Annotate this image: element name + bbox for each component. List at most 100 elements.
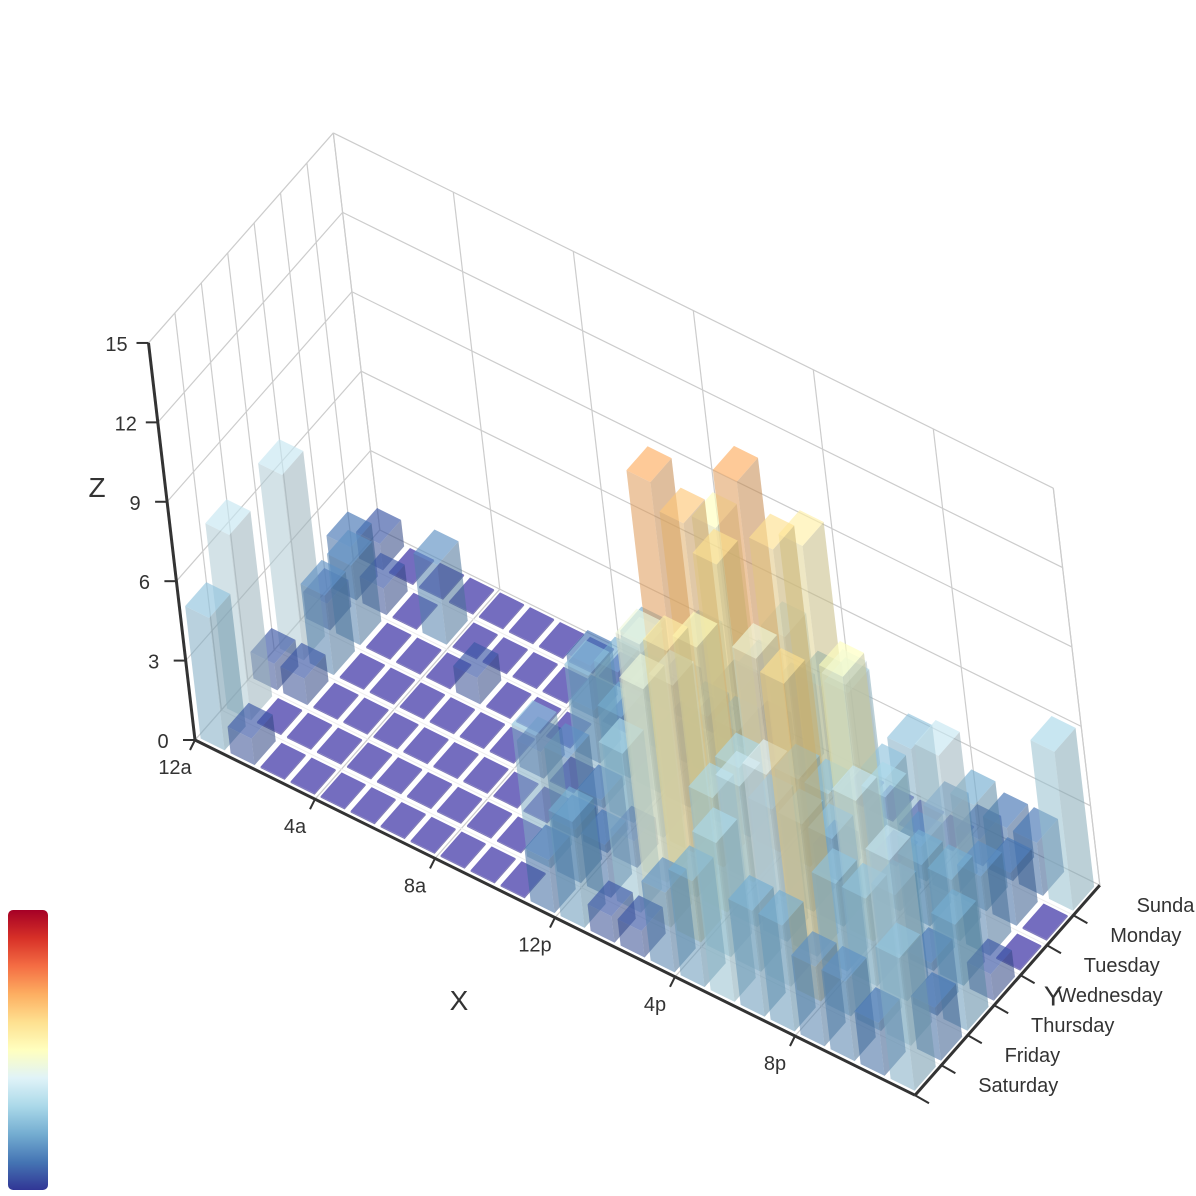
z-tick-label: 12 [115,413,137,435]
x-tick [669,976,676,988]
bar-side-face [1020,945,1042,971]
bar-top-face [459,711,505,748]
grid-line [1052,488,1101,886]
bar-top-face [791,931,837,967]
bar-top-face [659,487,705,524]
bar-front-face [791,955,825,1047]
grid-line [572,251,621,649]
bar-front-face [548,810,585,928]
y-tick-label: Sunda [1137,895,1196,917]
grid-line [227,252,275,651]
bar-top-face [811,848,857,884]
bar-front-face [466,825,492,839]
bar-front-face [617,919,645,958]
bar-front-face [280,666,308,706]
bar-top-face [1030,716,1076,752]
bar-side-face [457,753,479,780]
bar-front-face [1030,740,1074,911]
bar-top-face [538,621,585,658]
bar-front-face [486,705,511,720]
bar-side-face [397,724,419,750]
bar-side-face [1054,727,1095,911]
bar-side-face [400,768,423,795]
bar-side-face [390,634,412,660]
bar-front-face [343,721,368,735]
grid-line [148,132,334,344]
bar-front-face [538,645,564,660]
bar-front-face [380,825,405,840]
bar-top-face [326,511,372,548]
bar-front-face [759,672,822,1002]
grid-line [351,291,1073,648]
bar-top-face [927,844,973,881]
bar-top-face [413,529,459,566]
bar-side-face [280,709,303,736]
bar-top-face [343,697,389,734]
bar-top-face [369,667,415,704]
bar-front-face [392,616,417,630]
bar-side-face [460,798,483,824]
bar-front-face [758,913,795,1032]
bar-front-face [512,675,537,690]
bar-front-face [350,811,375,825]
bar-top-face [286,712,333,749]
bar-top-face [260,742,306,779]
bar-front-face [373,736,398,750]
bar-top-face [749,513,795,550]
bar-side-face [1010,848,1038,926]
x-tick-label: 12a [158,757,192,779]
bar-top-face [280,642,326,679]
axis-labels: 0 3 6 9 12 15 12a 4a 8a 12p 4p 8p Saturday Friday Thur… [89,334,1196,1097]
y-tick [967,1034,983,1045]
bar-top-face [486,681,532,718]
visual-map-colorbar[interactable] [8,910,48,1190]
bar-side-face [472,589,495,615]
bar-side-face [510,693,532,720]
bar-top-face [508,607,555,643]
bar-top-face [821,945,867,982]
y-tick [993,1004,1009,1015]
bar-top-face [875,922,921,959]
bar-top-face [373,712,419,749]
bar-top-face [931,889,977,925]
bar-top-face [410,816,456,853]
bar-side-face [536,663,558,690]
bar-front-face [692,831,735,1002]
z-tick-label: 3 [148,652,159,674]
bar-side-face [464,843,486,869]
x-tick-label: 8a [404,875,427,897]
bar-side-face [350,541,382,646]
bar-front-face [339,676,364,690]
bar-side-face [304,654,329,706]
bar-front-face [542,690,567,704]
bar-front-face [854,1011,885,1076]
bar-top-face [290,757,336,794]
bar-top-face [564,640,610,676]
y-tick [914,1094,930,1105]
bar-top-face [326,529,373,566]
bar-front-face [313,706,338,720]
bar-side-face [955,900,989,1031]
bar-side-face [532,618,555,645]
bar-front-face [369,691,394,705]
grid-line [333,132,1054,489]
bar-top-face [692,807,738,844]
bar-front-face [426,676,451,690]
bar-top-face [453,642,499,678]
bar-front-face [227,726,255,766]
bar-top-face [313,682,359,719]
bar-top-face [914,719,960,756]
bar-top-face [728,875,774,911]
bar-top-face [831,765,877,802]
y-tick-label: Friday [1005,1045,1061,1067]
bar-front-face [320,796,345,810]
bar-top-face [731,623,778,659]
bar-front-face [433,765,458,780]
bar-side-face [344,784,366,810]
bar-top-face [642,615,689,652]
bar-top-face [466,801,513,838]
bar-front-face [641,881,675,973]
bar-top-face [818,640,864,677]
bar-top-face [399,682,445,719]
